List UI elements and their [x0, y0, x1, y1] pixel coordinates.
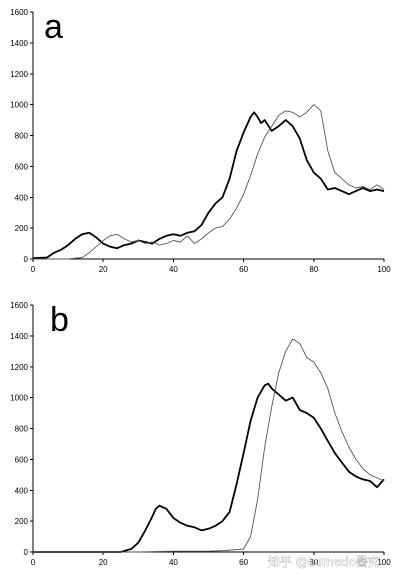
y-tick-label: 600	[15, 455, 29, 464]
x-tick-label: 100	[377, 265, 391, 274]
x-tick-label: 100	[377, 558, 391, 567]
chart-panel-a: 0 200 400 600 800 1000 1200 1400 1600 0 20 40 60 80 10…	[10, 8, 391, 274]
y-tick-label: 200	[15, 517, 29, 526]
panel-label: b	[50, 301, 69, 339]
series-line-1	[32, 111, 385, 260]
series-line-1	[33, 382, 385, 553]
y-tick-label: 0	[24, 255, 29, 264]
y-tick-label: 1600	[10, 301, 28, 310]
chart-panel-b: 0 200 400 600 800 1000 1200 1400 1600 0 20 40 60 80 10…	[10, 301, 391, 567]
panel-label: a	[44, 8, 63, 46]
x-tick-label: 40	[169, 558, 178, 567]
y-tick-label: 1400	[10, 332, 28, 341]
y-tick-label: 1000	[10, 101, 28, 110]
x-tick-label: 20	[99, 265, 108, 274]
x-tick-label: 80	[309, 558, 318, 567]
y-tick-label: 600	[15, 162, 29, 171]
x-tick-label: 60	[239, 265, 248, 274]
x-tick-label: 0	[31, 558, 36, 567]
y-tick-label: 800	[15, 425, 29, 434]
x-tick-label: 60	[239, 558, 248, 567]
y-tick-label: 1400	[10, 39, 28, 48]
y-tick-label: 800	[15, 132, 29, 141]
series-line-2	[33, 338, 385, 553]
series-line-2	[33, 104, 385, 260]
y-tick-label: 0	[24, 548, 29, 557]
y-tick-label: 200	[15, 224, 29, 233]
y-tick-label: 400	[15, 193, 29, 202]
x-tick-label: 20	[99, 558, 108, 567]
watermark-text: 知乎 @Lumedo醫究	[268, 554, 380, 569]
x-tick-label: 80	[309, 265, 318, 274]
y-tick-label: 1000	[10, 394, 28, 403]
x-tick-label: 40	[169, 265, 178, 274]
y-tick-label: 1200	[10, 363, 28, 372]
y-tick-label: 1600	[10, 8, 28, 17]
x-tick-label: 0	[31, 265, 36, 274]
y-tick-label: 1200	[10, 70, 28, 79]
y-tick-label: 400	[15, 486, 29, 495]
